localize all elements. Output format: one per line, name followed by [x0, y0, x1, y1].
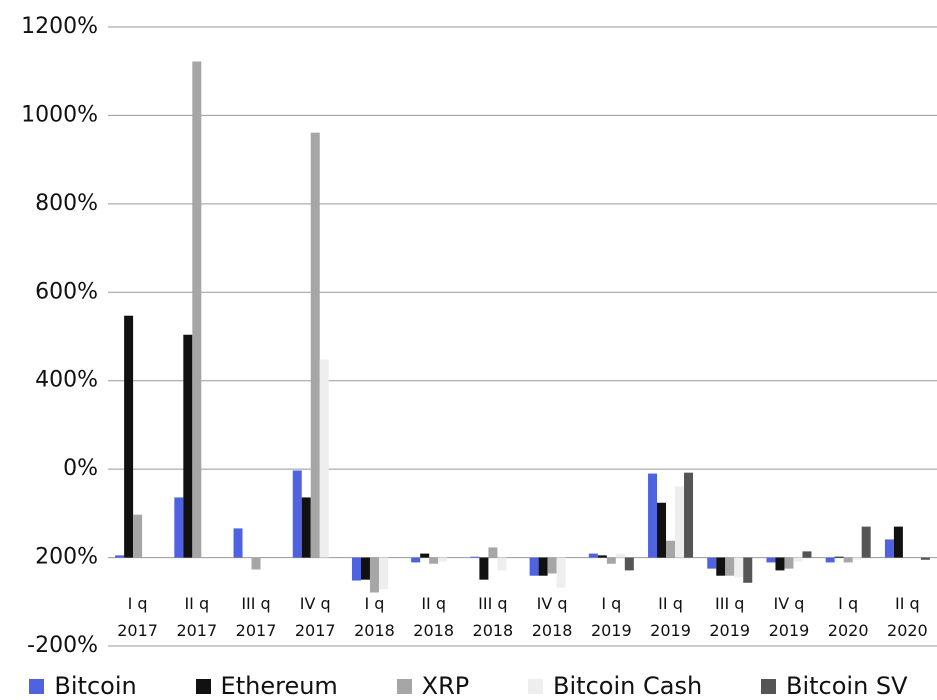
bar — [429, 557, 439, 564]
bar — [684, 472, 694, 558]
legend-item: Bitcoin Cash — [528, 672, 702, 700]
y-tick-label: 200% — [35, 545, 98, 570]
bar — [310, 132, 320, 558]
bar — [411, 557, 421, 563]
bar — [834, 556, 844, 558]
x-tick-label: I q 2020 — [827, 594, 869, 640]
bar — [734, 557, 744, 578]
bar — [606, 557, 616, 564]
x-tick-label: I q 2019 — [590, 594, 632, 640]
y-tick-label: 400% — [35, 368, 98, 393]
legend-label: Bitcoin SV — [785, 672, 908, 700]
bar — [251, 557, 261, 570]
bar — [861, 526, 871, 558]
bar — [547, 557, 557, 574]
bar — [369, 557, 379, 593]
legend-label: XRP — [421, 672, 470, 700]
bar — [675, 486, 685, 558]
y-tick-label: 1000% — [21, 102, 98, 127]
bar — [538, 557, 548, 576]
x-tick-label: II q 2018 — [413, 594, 455, 640]
bar — [743, 557, 753, 583]
bar — [488, 547, 498, 558]
bar — [351, 557, 361, 581]
legend-label: Bitcoin Cash — [553, 672, 703, 700]
bar — [360, 557, 370, 580]
bar — [624, 557, 634, 571]
bar — [615, 553, 625, 558]
legend-item: XRP — [396, 672, 470, 700]
bar — [133, 514, 143, 558]
x-tick-label: III q 2017 — [235, 594, 277, 640]
x-tick-label: I q 2017 — [117, 594, 158, 640]
bar — [893, 526, 903, 558]
bar — [115, 555, 125, 558]
bar — [597, 555, 607, 558]
bar — [766, 557, 776, 563]
bar — [497, 557, 507, 571]
bar — [707, 557, 717, 569]
bar — [793, 557, 803, 562]
bar — [852, 557, 862, 560]
bar — [183, 334, 193, 558]
x-tick-label: IV q 2017 — [294, 594, 336, 640]
bar — [529, 557, 539, 576]
x-tick-label: IV q 2019 — [768, 594, 810, 640]
bar — [884, 539, 894, 558]
bar — [420, 553, 430, 558]
bar — [802, 551, 812, 558]
bar — [784, 557, 794, 569]
bar — [378, 557, 388, 590]
x-tick-label: IV q 2018 — [531, 594, 573, 640]
bar — [648, 473, 658, 558]
bar — [588, 553, 598, 558]
x-tick-label: II q 2019 — [650, 594, 691, 640]
y-tick-label: 1200% — [21, 14, 98, 39]
legend: Bitcoin Ethereum XRP Bitcoin Cash Bitcoin SV — [0, 672, 937, 700]
bar — [920, 557, 930, 560]
bar — [319, 359, 329, 558]
bar — [192, 61, 202, 558]
x-tick-label: III q 2019 — [709, 594, 751, 640]
legend-swatch — [195, 678, 211, 694]
y-tick-label: 600% — [35, 279, 98, 304]
legend-swatch — [396, 678, 412, 694]
bar — [470, 556, 480, 558]
legend-swatch — [760, 678, 776, 694]
y-tick-label: 0% — [63, 456, 98, 481]
bar — [556, 557, 566, 588]
y-tick-label: 800% — [35, 191, 98, 216]
y-tick-label: -200% — [27, 633, 98, 658]
legend-swatch — [528, 678, 544, 694]
legend-item: Bitcoin — [29, 672, 137, 700]
legend-label: Ethereum — [220, 672, 338, 700]
legend-label: Bitcoin — [54, 672, 137, 700]
x-tick-label: I q 2018 — [354, 594, 395, 640]
bar — [775, 557, 785, 571]
bar — [233, 528, 243, 558]
bar — [124, 315, 134, 558]
bar — [843, 557, 853, 563]
bar — [301, 497, 311, 558]
bar — [438, 557, 448, 562]
legend-item: Ethereum — [195, 672, 338, 700]
bar — [825, 557, 835, 563]
bar — [666, 540, 676, 558]
bar — [725, 557, 735, 576]
bar — [292, 470, 302, 558]
bar — [716, 557, 726, 576]
bar — [479, 557, 489, 580]
x-tick-label: III q 2018 — [472, 594, 514, 640]
x-tick-label: II q 2020 — [887, 594, 928, 640]
bar — [657, 502, 667, 558]
bar — [174, 497, 184, 558]
legend-swatch — [29, 678, 45, 694]
legend-item: Bitcoin SV — [760, 672, 908, 700]
x-tick-label: II q 2017 — [176, 594, 218, 640]
